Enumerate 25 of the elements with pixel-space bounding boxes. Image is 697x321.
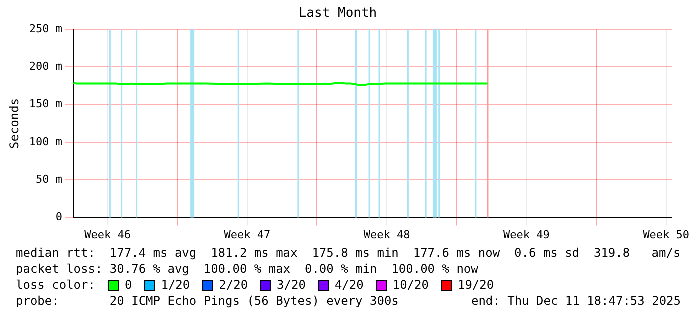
legend-label: 2/20 [219,277,248,293]
y-tick-label: 150 m [29,98,63,111]
x-tick-label: Week 46 [84,228,131,242]
legend-label: 10/20 [392,277,429,293]
legend-label: 0 [125,277,132,293]
y-tick-label: 250 m [29,22,63,36]
legend-label: 4/20 [334,277,364,293]
x-tick-label: Week 47 [224,228,271,242]
x-tick-label: Week 49 [504,228,550,242]
y-tick-label: 0 [56,210,63,224]
y-axis-title: Seconds [7,98,22,149]
legend-label: 3/20 [277,277,306,293]
y-tick-label: 200 m [29,60,63,74]
text: end: Thu Dec 11 18:47:53 2025 [471,293,681,309]
y-tick-label: 100 m [29,135,63,148]
legend-label: 19/20 [458,277,494,293]
x-tick-label: Week 48 [364,228,410,242]
legend-label: 1/20 [161,277,190,293]
x-tick-label: Week 50 [643,228,690,242]
text: median rtt: 177.4 ms avg 181.2 ms max 175.8 ms min 177.6 ms now 0.6 ms sd 319.8 am/s [16,245,682,261]
legend-title: loss color: [16,277,96,293]
text: packet loss: 30.76 % avg 100.00 % max 0.00 % min 100.00 % now [16,261,480,277]
chart-title: Last Month [298,6,378,22]
text: probe: 20 ICMP Echo Pings (56 Bytes) every 300s [16,293,399,309]
y-tick-label: 50 m [36,173,63,186]
